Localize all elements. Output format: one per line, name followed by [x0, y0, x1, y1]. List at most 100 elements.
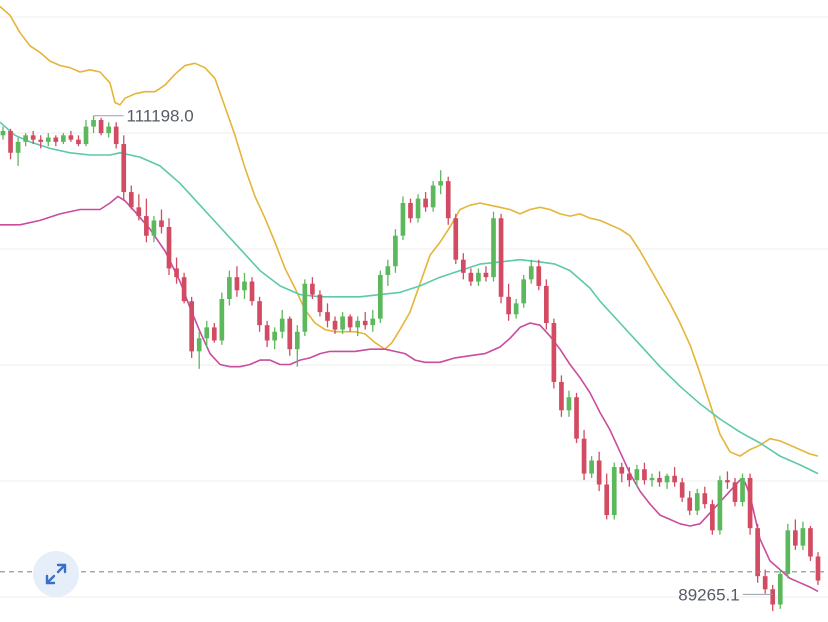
candle-body [808, 528, 813, 557]
candlesticks [0, 115, 821, 612]
candle-body [0, 130, 6, 136]
candle-body [574, 397, 579, 439]
candle [491, 211, 496, 282]
candle-body [491, 218, 496, 278]
candle-body [740, 477, 745, 502]
candle [76, 135, 81, 147]
candle [408, 198, 413, 223]
candle [521, 274, 527, 308]
candle-body [445, 181, 451, 219]
candle [460, 253, 466, 280]
candle-body [159, 220, 164, 227]
candle-body [30, 135, 36, 140]
candle-body [521, 279, 527, 304]
candle-body [68, 135, 74, 140]
candle [702, 486, 708, 509]
candle [619, 462, 625, 483]
candle-body [747, 477, 753, 529]
candle [657, 471, 662, 487]
candle-body [8, 130, 13, 153]
candle-body [144, 216, 149, 236]
candle [219, 292, 225, 345]
candle [581, 429, 587, 481]
candle [725, 471, 730, 489]
candle [211, 323, 217, 343]
candle-body [377, 274, 383, 319]
annotations: 111198.0 89265.1 [0, 107, 828, 604]
candle [551, 318, 557, 389]
candle [596, 451, 602, 492]
candle [144, 198, 149, 243]
grid-lines [0, 16, 828, 598]
candle [694, 488, 700, 516]
candle-body [15, 141, 21, 153]
candle [785, 523, 791, 579]
candle [204, 320, 210, 348]
candle [611, 462, 617, 520]
candle [174, 257, 179, 284]
candle-body [317, 294, 323, 313]
candle [430, 181, 436, 212]
candle-body [604, 484, 610, 516]
candle [589, 456, 594, 478]
candle [257, 296, 262, 332]
candle [136, 194, 142, 221]
candle [513, 298, 519, 319]
candle-body [385, 266, 391, 275]
candle-body [332, 320, 338, 330]
min-price-label: 89265.1 [678, 585, 739, 604]
candle-body [657, 477, 662, 483]
candle [747, 473, 753, 535]
candle-body [302, 283, 308, 332]
candle-body [204, 327, 210, 339]
candle-body [476, 272, 481, 282]
candle-body [174, 268, 179, 278]
candle [808, 525, 813, 561]
candle-body [257, 301, 262, 326]
candle [362, 312, 368, 330]
candle [566, 390, 572, 417]
candle-body [310, 283, 315, 295]
candle [0, 126, 6, 140]
candle [332, 316, 338, 334]
candle [777, 569, 783, 609]
candle-body [227, 277, 232, 299]
candle-body [664, 475, 670, 483]
expand-button[interactable] [33, 551, 79, 597]
candle [68, 130, 74, 142]
candle [559, 375, 564, 417]
candle-body [113, 126, 119, 145]
middle-band-line [0, 121, 819, 475]
candle [800, 521, 806, 550]
candle-body [777, 573, 783, 605]
candle [664, 473, 670, 489]
candle [604, 473, 610, 520]
candle [45, 133, 51, 147]
candle-body [581, 438, 587, 474]
candle [310, 277, 315, 299]
candle [317, 290, 323, 317]
candle [249, 277, 255, 306]
candle [710, 499, 715, 535]
candle-body [770, 589, 776, 605]
candle-body [242, 281, 247, 291]
candle-body [559, 381, 564, 411]
candle-body [196, 338, 202, 352]
candle-body [83, 126, 89, 145]
candle [717, 475, 723, 535]
candle [762, 569, 768, 594]
candle [415, 194, 421, 223]
candle [91, 115, 96, 134]
candle-body [468, 272, 474, 282]
candle-body [408, 202, 413, 219]
candle [347, 314, 353, 332]
candle-body [121, 144, 127, 193]
candle-body [506, 296, 511, 315]
candle-body [430, 185, 436, 208]
candle-body [400, 202, 406, 236]
candle-body [166, 226, 172, 269]
candle [98, 117, 104, 136]
candle-body [815, 556, 821, 581]
